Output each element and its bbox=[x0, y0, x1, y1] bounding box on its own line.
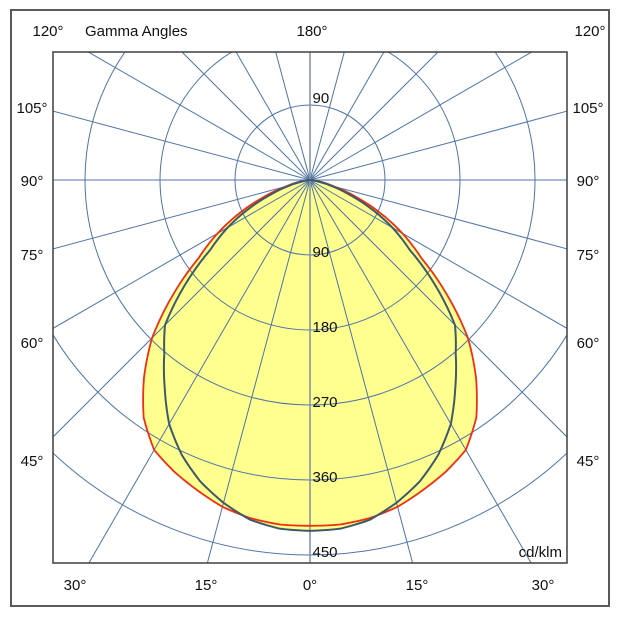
gamma-label-left: 75° bbox=[21, 247, 44, 264]
polar-grid-ray bbox=[309, 179, 532, 563]
radial-tick-label: 180 bbox=[313, 319, 338, 336]
polar-grid-ray bbox=[309, 52, 439, 181]
polar-grid-ray bbox=[206, 179, 311, 563]
gamma-label-left: 90° bbox=[21, 173, 44, 190]
radial-tick-label: 270 bbox=[313, 394, 338, 411]
radial-tick-label: 450 bbox=[313, 544, 338, 561]
polar-grid-ray bbox=[181, 52, 311, 181]
polar-grid-ray bbox=[53, 179, 311, 250]
gamma-label-left: 60° bbox=[21, 335, 44, 352]
polar-grid-ray bbox=[53, 179, 311, 438]
plot-border bbox=[52, 51, 568, 564]
curve-c90-c270 bbox=[162, 178, 458, 532]
polar-grid-ray bbox=[53, 110, 311, 181]
gamma-label-right: 60° bbox=[577, 335, 600, 352]
top-left-corner-angle-label: 120° bbox=[32, 23, 63, 40]
top-center-angle-label: 180° bbox=[296, 23, 327, 40]
chart-title: Gamma Angles bbox=[85, 23, 188, 40]
outer-frame bbox=[10, 9, 610, 607]
radial-tick-label-top: 90 bbox=[313, 90, 330, 107]
bottom-axis-label: 15° bbox=[406, 577, 429, 594]
radial-tick-label: 90 bbox=[313, 244, 330, 261]
gamma-label-right: 105° bbox=[572, 100, 603, 117]
bottom-axis-label: 0° bbox=[303, 577, 317, 594]
bottom-axis-label: 15° bbox=[195, 577, 218, 594]
polar-grid-ray bbox=[53, 179, 311, 329]
polar-grid-ray bbox=[235, 52, 311, 181]
polar-grid-ray bbox=[309, 52, 345, 181]
polar-grid-ray bbox=[309, 179, 567, 250]
gamma-label-right: 75° bbox=[577, 247, 600, 264]
polar-grid-ray bbox=[309, 52, 385, 181]
polar-grid-ray bbox=[309, 179, 567, 329]
bottom-axis-label: 30° bbox=[532, 577, 555, 594]
curve-c0-c180 bbox=[142, 179, 478, 527]
bottom-axis-label: 30° bbox=[64, 577, 87, 594]
polar-grid-ray bbox=[309, 52, 533, 181]
polar-grid-ray bbox=[87, 52, 311, 181]
gamma-label-left: 105° bbox=[16, 100, 47, 117]
gamma-label-left: 45° bbox=[21, 453, 44, 470]
gamma-label-right: 45° bbox=[577, 453, 600, 470]
radial-tick-label: 360 bbox=[313, 469, 338, 486]
unit-label: cd/klm bbox=[519, 544, 562, 561]
polar-grid-ray bbox=[309, 179, 414, 563]
polar-grid-ray bbox=[88, 179, 311, 563]
polar-grid-ray bbox=[309, 110, 567, 181]
gamma-label-right: 90° bbox=[577, 173, 600, 190]
polar-grid-ray bbox=[275, 52, 311, 181]
top-right-corner-angle-label: 120° bbox=[574, 23, 605, 40]
generated-axis-labels: 90 180 270 360 450 105° 105° 90° 90° 75° 75° 60° 60°… bbox=[16, 100, 603, 594]
polar-grid-ray bbox=[309, 179, 567, 438]
